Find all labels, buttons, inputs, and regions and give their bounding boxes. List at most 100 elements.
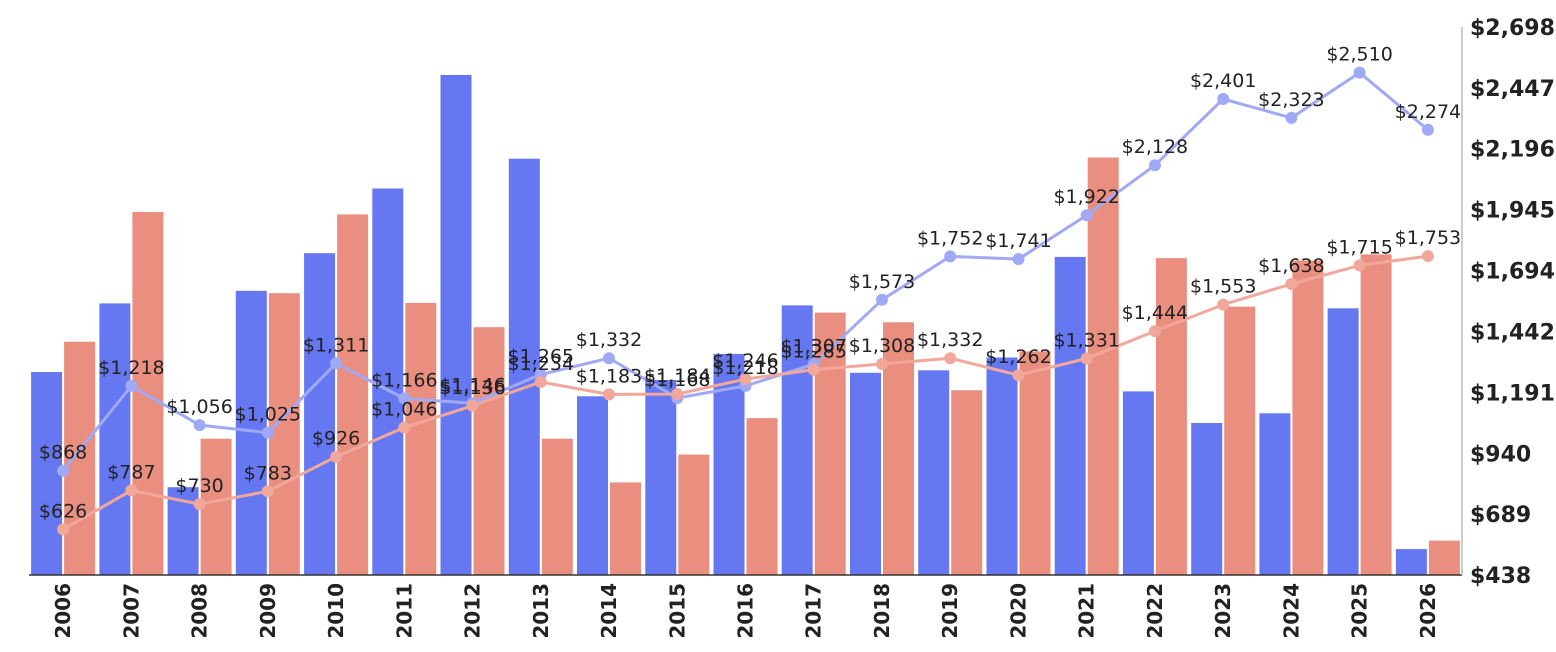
- line-point-s2-2021: [1080, 352, 1093, 365]
- y-tick-label: $2,447: [1470, 77, 1555, 102]
- bar-s2-2012: [473, 327, 505, 575]
- line-point-s2-2012: [466, 399, 479, 412]
- axes-group: $438 $689 $940 $1,191 $1,442 $1,694 $1,945 $2,1…: [29, 16, 1555, 639]
- bar-s2-2026: [1428, 540, 1460, 575]
- data-label-s1-2024: $2,323: [1258, 89, 1324, 111]
- line-point-s1-2022: [1148, 159, 1161, 172]
- line-point-s2-2014: [603, 388, 615, 401]
- line-point-s2-2026: [1421, 250, 1434, 263]
- data-label-s1-2009: $1,025: [235, 404, 301, 426]
- bar-s1-2026: [1395, 549, 1427, 575]
- x-tick-label-2021: 2021: [1075, 583, 1099, 639]
- y-tick-label: $1,694: [1470, 259, 1555, 284]
- x-tick-label-2020: 2020: [1007, 583, 1031, 639]
- bar-s1-2012: [440, 75, 472, 575]
- data-label-s2-2016: $1,246: [712, 350, 778, 372]
- bar-s1-2022: [1122, 391, 1154, 575]
- line-point-s1-2024: [1285, 111, 1298, 124]
- bar-series-group: [31, 75, 1460, 575]
- x-tick-label-2011: 2011: [392, 583, 416, 639]
- data-label-s1-2014: $1,332: [576, 329, 642, 351]
- data-label-s1-2008: $1,056: [166, 396, 232, 418]
- data-label-s2-2023: $1,553: [1190, 276, 1256, 298]
- data-label-s1-2020: $1,741: [985, 230, 1051, 252]
- line-point-s2-2024: [1285, 278, 1298, 290]
- line-point-s1-2019: [944, 250, 957, 263]
- data-label-s1-2015: $1,168: [644, 369, 710, 391]
- x-tick-label-2017: 2017: [802, 583, 826, 639]
- bar-s2-2024: [1292, 260, 1324, 575]
- y-tick-label: $2,196: [1470, 138, 1555, 163]
- line-point-s2-2011: [398, 421, 411, 434]
- x-tick-label-2023: 2023: [1211, 583, 1235, 639]
- data-label-s1-2026: $2,274: [1395, 101, 1461, 123]
- x-tick-label-2019: 2019: [938, 583, 962, 639]
- x-tick-label-2013: 2013: [529, 583, 553, 639]
- bar-s1-2013: [508, 158, 540, 575]
- bar-s2-2008: [200, 438, 232, 575]
- bar-s2-2006: [64, 341, 96, 575]
- x-tick-label-2010: 2010: [324, 583, 348, 639]
- bar-s1-2020: [986, 357, 1018, 575]
- data-label-s2-2014: $1,183: [576, 365, 642, 387]
- line-point-s2-2023: [1217, 298, 1230, 311]
- data-label-s2-2026: $1,753: [1395, 227, 1461, 249]
- data-label-s1-2007: $1,218: [98, 357, 164, 379]
- bar-s2-2025: [1360, 254, 1392, 575]
- data-label-s2-2017: $1,285: [780, 341, 846, 363]
- data-label-s1-2011: $1,166: [371, 370, 437, 392]
- data-label-s2-2008: $730: [175, 475, 223, 497]
- line-point-s1-2006: [57, 464, 70, 477]
- line-point-s2-2013: [534, 376, 547, 388]
- x-tick-label-2022: 2022: [1143, 583, 1167, 639]
- bar-s2-2022: [1155, 258, 1187, 575]
- x-tick-label-2009: 2009: [256, 583, 280, 639]
- x-tick-label-2026: 2026: [1416, 583, 1440, 639]
- x-tick-label-2015: 2015: [665, 583, 689, 639]
- data-label-s1-2013: $1,265: [508, 346, 574, 368]
- line-point-s2-2006: [57, 523, 70, 536]
- data-label-s1-2021: $1,922: [1053, 186, 1119, 208]
- line-point-s2-2015: [671, 388, 684, 401]
- bar-s1-2010: [304, 253, 336, 575]
- bar-s1-2015: [645, 380, 677, 575]
- data-label-s2-2018: $1,308: [849, 335, 915, 357]
- bar-s1-2017: [781, 305, 813, 575]
- data-label-s2-2022: $1,444: [1122, 302, 1188, 324]
- data-label-s2-2011: $1,046: [371, 399, 437, 421]
- data-label-s1-2025: $2,510: [1326, 44, 1392, 66]
- line-point-s2-2020: [1012, 369, 1025, 382]
- line-point-s2-2016: [739, 373, 752, 386]
- line-point-s2-2009: [261, 485, 274, 498]
- data-label-s1-2016: $1,218: [712, 357, 778, 379]
- x-tick-label-2024: 2024: [1279, 583, 1303, 639]
- bar-s1-2007: [99, 303, 131, 575]
- data-label-s2-2006: $626: [39, 500, 87, 522]
- data-label-s2-2021: $1,331: [1053, 330, 1119, 352]
- x-tick-label-2007: 2007: [119, 583, 143, 639]
- y-tick-label: $1,945: [1470, 199, 1555, 224]
- y-tick-label: $1,191: [1470, 381, 1555, 406]
- data-label-s2-2020: $1,262: [985, 346, 1051, 368]
- line-point-s2-2019: [944, 352, 957, 365]
- bar-s1-2019: [918, 370, 950, 575]
- y-tick-label: $940: [1470, 442, 1531, 467]
- data-label-s2-2019: $1,332: [917, 329, 983, 351]
- bar-s1-2023: [1191, 423, 1223, 575]
- bar-s2-2010: [337, 214, 369, 575]
- bar-s1-2014: [577, 396, 608, 575]
- bar-s2-2017: [814, 312, 846, 575]
- data-label-s2-2013: $1,234: [508, 353, 574, 375]
- y-tick-label: $1,442: [1470, 321, 1555, 346]
- line-point-s2-2017: [807, 363, 820, 376]
- bar-s2-2019: [951, 390, 983, 575]
- x-tick-label-2006: 2006: [51, 583, 75, 639]
- data-label-s1-2023: $2,401: [1190, 70, 1256, 92]
- line-point-s2-2022: [1148, 325, 1161, 338]
- x-tick-label-2012: 2012: [461, 583, 485, 639]
- line-point-s1-2023: [1217, 93, 1230, 105]
- x-tick-label-2014: 2014: [597, 583, 621, 639]
- x-tick-label-2018: 2018: [870, 583, 894, 639]
- bar-s1-2024: [1259, 413, 1291, 575]
